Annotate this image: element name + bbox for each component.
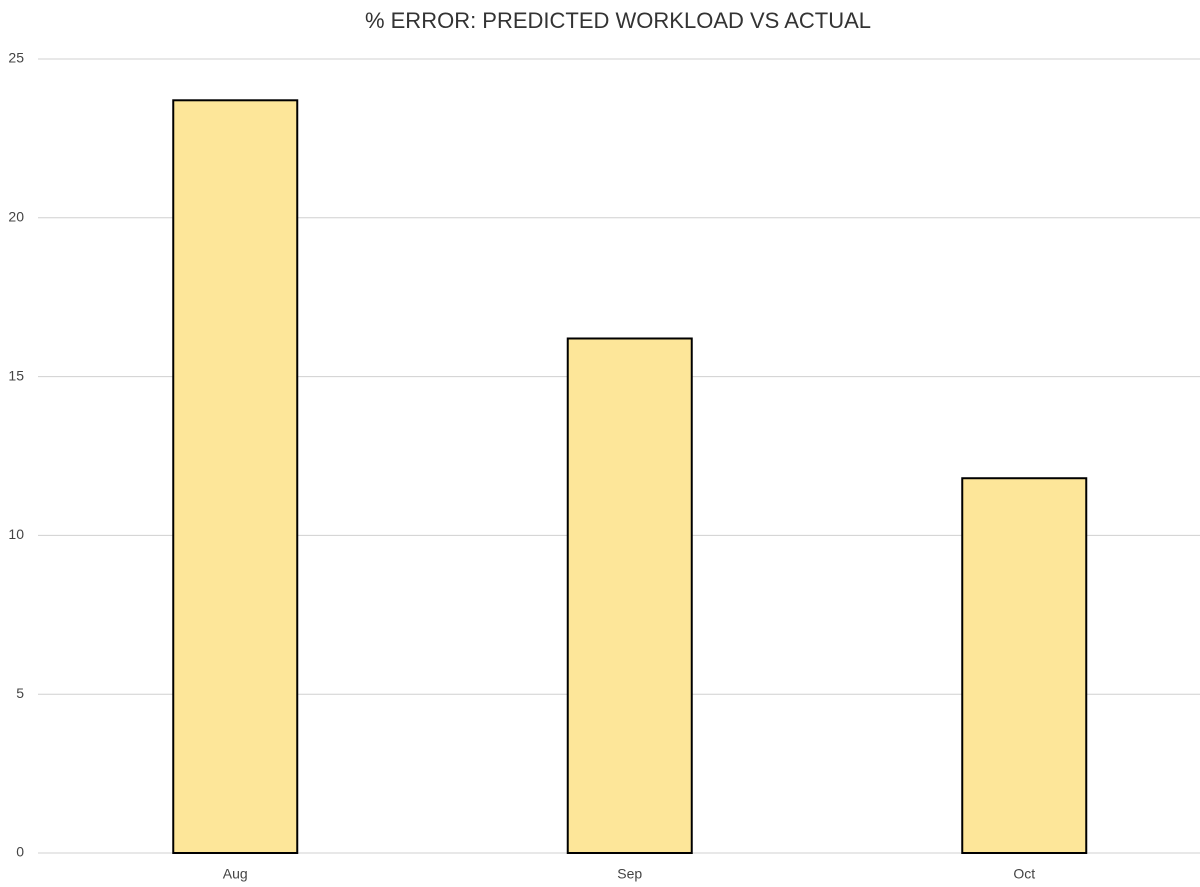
x-tick-label: Sep: [617, 866, 642, 882]
x-tick-label: Oct: [1013, 866, 1035, 882]
bar: [172, 99, 299, 854]
x-tick-label: Aug: [223, 866, 248, 882]
y-tick-label: 25: [8, 50, 24, 66]
bar: [566, 337, 693, 855]
y-tick-label: 10: [8, 526, 24, 542]
bar: [961, 477, 1088, 854]
y-tick-label: 0: [16, 844, 24, 860]
y-tick-label: 20: [8, 209, 24, 225]
y-tick-label: 5: [16, 685, 24, 701]
y-tick-label: 15: [8, 367, 24, 383]
chart-title: % ERROR: PREDICTED WORKLOAD VS ACTUAL: [365, 8, 871, 33]
